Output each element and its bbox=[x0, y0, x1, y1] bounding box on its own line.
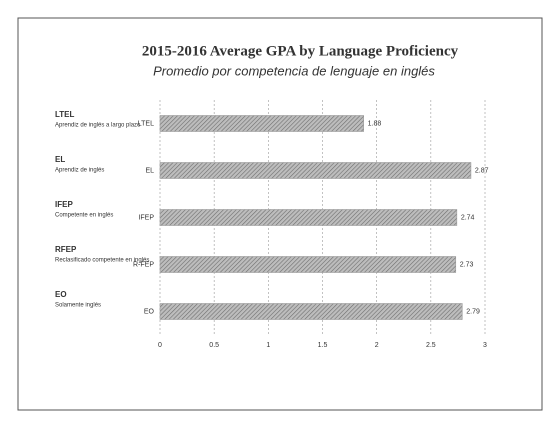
legend-name: EO bbox=[55, 290, 67, 299]
x-tick-label: 0.5 bbox=[209, 342, 219, 349]
legend-description: Aprendiz de inglés bbox=[55, 168, 104, 174]
chart-title: 2015-2016 Average GPA by Language Profic… bbox=[142, 43, 459, 59]
value-label: 2.79 bbox=[466, 308, 480, 315]
x-tick-label: 1.5 bbox=[318, 342, 328, 349]
bar bbox=[159, 256, 457, 273]
legend-name: LTEL bbox=[55, 110, 75, 119]
legend-description: Solamente inglés bbox=[55, 303, 101, 309]
chart-subtitle: Promedio por competencia de lenguaje en … bbox=[153, 63, 435, 78]
value-label: 2.74 bbox=[461, 214, 475, 221]
x-tick-label: 0 bbox=[158, 342, 162, 349]
value-label: 2.87 bbox=[475, 167, 489, 174]
bar bbox=[159, 209, 458, 226]
bar bbox=[159, 115, 364, 132]
legend-name: EL bbox=[55, 155, 65, 164]
legend-description: Reclasificado competente en inglés bbox=[55, 258, 149, 264]
bar bbox=[159, 303, 463, 320]
value-label: 1.88 bbox=[368, 120, 382, 127]
y-tick-label: LTEL bbox=[138, 120, 154, 127]
x-tick-label: 2 bbox=[375, 342, 379, 349]
bar bbox=[159, 162, 472, 179]
y-tick-label: EO bbox=[144, 308, 155, 315]
y-tick-label: EL bbox=[145, 167, 154, 174]
y-tick-label: IFEP bbox=[138, 214, 154, 221]
x-tick-label: 2.5 bbox=[426, 342, 436, 349]
value-label: 2.73 bbox=[460, 261, 474, 268]
legend-description: Competente en inglés bbox=[55, 213, 113, 219]
x-tick-label: 1 bbox=[266, 342, 270, 349]
legend-name: RFEP bbox=[55, 245, 77, 254]
x-tick-label: 3 bbox=[483, 342, 487, 349]
legend-description: Aprendiz de inglés a largo plazo bbox=[55, 123, 141, 129]
legend-name: IFEP bbox=[55, 200, 73, 209]
frame bbox=[17, 17, 543, 411]
y-tick-label: R-FEP bbox=[133, 261, 154, 268]
